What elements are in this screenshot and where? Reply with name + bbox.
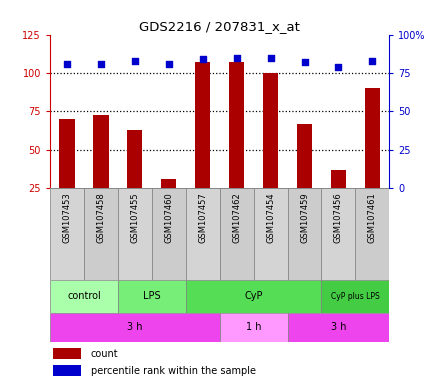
- Bar: [59, 119, 75, 227]
- Bar: [118, 188, 151, 280]
- Title: GDS2216 / 207831_x_at: GDS2216 / 207831_x_at: [139, 20, 299, 33]
- Bar: [330, 170, 345, 227]
- Bar: [219, 188, 253, 280]
- Bar: [50, 280, 118, 313]
- Bar: [194, 62, 210, 227]
- Text: GSM107458: GSM107458: [96, 192, 105, 243]
- Point: [233, 55, 240, 61]
- Bar: [321, 188, 355, 280]
- Bar: [219, 313, 287, 342]
- Bar: [53, 365, 80, 376]
- Text: GSM107455: GSM107455: [130, 192, 139, 243]
- Text: CyP plus LPS: CyP plus LPS: [330, 292, 379, 301]
- Bar: [355, 188, 388, 280]
- Point: [97, 61, 104, 67]
- Point: [368, 58, 375, 64]
- Point: [300, 59, 307, 65]
- Text: LPS: LPS: [143, 291, 160, 301]
- Text: control: control: [67, 291, 101, 301]
- Bar: [151, 188, 185, 280]
- Text: CyP: CyP: [244, 291, 262, 301]
- Bar: [364, 88, 379, 227]
- Bar: [287, 188, 321, 280]
- Text: GSM107456: GSM107456: [333, 192, 342, 243]
- Bar: [185, 280, 321, 313]
- Text: GSM107461: GSM107461: [367, 192, 376, 243]
- Bar: [287, 313, 388, 342]
- Bar: [161, 179, 176, 227]
- Text: GSM107462: GSM107462: [232, 192, 240, 243]
- Text: GSM107459: GSM107459: [299, 192, 308, 243]
- Point: [266, 55, 273, 61]
- Text: GSM107460: GSM107460: [164, 192, 173, 243]
- Bar: [53, 348, 80, 359]
- Point: [131, 58, 138, 64]
- Point: [165, 61, 172, 67]
- Bar: [185, 188, 219, 280]
- Text: 3 h: 3 h: [127, 323, 142, 333]
- Bar: [228, 62, 244, 227]
- Bar: [296, 124, 312, 227]
- Point: [199, 56, 206, 62]
- Bar: [253, 188, 287, 280]
- Bar: [118, 280, 185, 313]
- Bar: [262, 73, 278, 227]
- Text: 3 h: 3 h: [330, 323, 345, 333]
- Point: [334, 64, 341, 70]
- Bar: [84, 188, 118, 280]
- Bar: [93, 114, 108, 227]
- Bar: [321, 280, 388, 313]
- Text: GSM107454: GSM107454: [266, 192, 274, 243]
- Bar: [50, 188, 84, 280]
- Text: 1 h: 1 h: [245, 323, 261, 333]
- Bar: [50, 313, 219, 342]
- Text: count: count: [91, 349, 118, 359]
- Text: percentile rank within the sample: percentile rank within the sample: [91, 366, 255, 376]
- Bar: [127, 130, 142, 227]
- Point: [63, 61, 70, 67]
- Text: GSM107453: GSM107453: [62, 192, 71, 243]
- Text: GSM107457: GSM107457: [198, 192, 207, 243]
